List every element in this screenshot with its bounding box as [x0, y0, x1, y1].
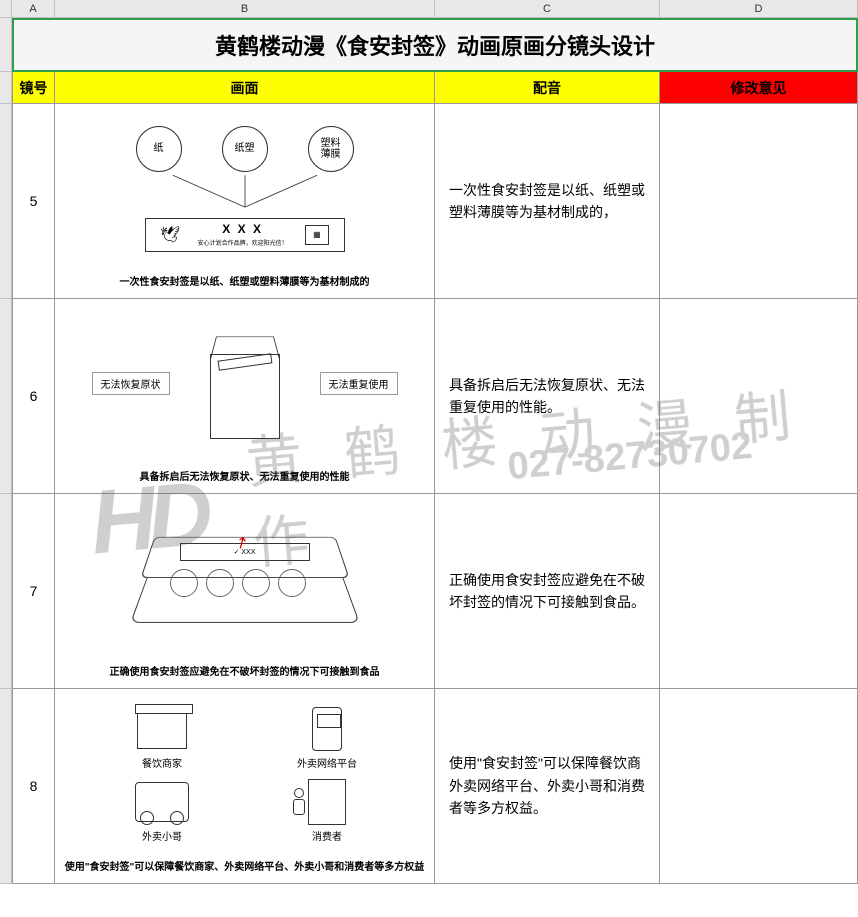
connector-lines-icon	[136, 172, 354, 212]
col-header-b[interactable]: B	[55, 0, 435, 18]
stakeholder-consumer: 消费者	[270, 778, 385, 843]
feedback-cell[interactable]	[660, 494, 858, 689]
stakeholder-courier: 外卖小哥	[105, 778, 220, 843]
stakeholder-platform: 外卖网络平台	[270, 705, 385, 770]
header-voiceover[interactable]: 配音	[435, 72, 660, 104]
header-picture[interactable]: 画面	[55, 72, 435, 104]
stakeholder-label: 外卖网络平台	[297, 755, 357, 770]
shot-number[interactable]: 8	[12, 689, 55, 884]
circle-paper-plastic: 纸塑	[222, 126, 268, 172]
col-header-d[interactable]: D	[660, 0, 858, 18]
col-header-a[interactable]: A	[12, 0, 55, 18]
seal-strip: 🕊 X X X 安心计划合作品牌，欢迎阳光信！ ▦	[145, 218, 345, 252]
picture-cell[interactable]: ✓ XXX ↗ 正确使用食安封签应避免在不破坏封签的情况下可接触到食品	[55, 494, 435, 689]
qr-icon: ▦	[305, 225, 329, 245]
voiceover-cell[interactable]: 使用"食安封签"可以保障餐饮商外卖网络平台、外卖小哥和消费者等多方权益。	[435, 689, 660, 884]
door-icon	[308, 779, 346, 825]
title-row: 黄鹤楼动漫《食安封签》动画原画分镜头设计	[0, 18, 858, 72]
diagram-stakeholders: 餐饮商家 外卖网络平台	[59, 693, 430, 854]
picture-cell[interactable]: 纸 纸塑 塑料 薄膜 🕊 X X	[55, 104, 435, 299]
diagram-bag: 无法恢复原状 无法重复使用	[59, 303, 430, 464]
label-no-restore: 无法恢复原状	[92, 372, 170, 395]
picture-cell[interactable]: 餐饮商家 外卖网络平台	[55, 689, 435, 884]
stakeholder-label: 消费者	[312, 828, 342, 843]
strip-subtext: 安心计划合作品牌，欢迎阳光信！	[198, 238, 288, 247]
corner-cell[interactable]	[0, 0, 12, 18]
food-items	[170, 569, 306, 597]
feedback-cell[interactable]	[660, 689, 858, 884]
voiceover-cell[interactable]: 正确使用食安封签应避免在不破坏封签的情况下可接触到食品。	[435, 494, 660, 689]
diagram-materials: 纸 纸塑 塑料 薄膜 🕊 X X	[59, 108, 430, 269]
store-icon	[137, 709, 187, 749]
header-feedback[interactable]: 修改意见	[660, 72, 858, 104]
feedback-cell[interactable]	[660, 104, 858, 299]
voiceover-cell[interactable]: 具备拆启后无法恢复原状、无法重复使用的性能。	[435, 299, 660, 494]
rider-icon	[135, 782, 189, 822]
stakeholder-merchant: 餐饮商家	[105, 705, 220, 770]
spreadsheet: A B C D 黄鹤楼动漫《食安封签》动画原画分镜头设计 镜号 画面 配音 修改…	[0, 0, 858, 884]
column-headers: A B C D	[0, 0, 858, 18]
bag-illustration	[200, 329, 290, 439]
header-row: 镜号 画面 配音 修改意见	[0, 72, 858, 104]
table-row: 7 ✓ XXX ↗	[0, 494, 858, 689]
row-number[interactable]	[0, 494, 12, 689]
row-number[interactable]	[0, 689, 12, 884]
grid-body: 黄鹤楼动漫《食安封签》动画原画分镜头设计 镜号 画面 配音 修改意见 5 纸 纸…	[0, 18, 858, 884]
table-row: 6 无法恢复原状 无法重复使用 具备拆启后无法恢复原状、无法重复使用的性能	[0, 299, 858, 494]
row-number[interactable]	[0, 72, 12, 104]
diagram-caption: 使用"食安封签"可以保障餐饮商家、外卖网络平台、外卖小哥和消费者等多方权益	[65, 854, 424, 879]
title-cell[interactable]: 黄鹤楼动漫《食安封签》动画原画分镜头设计	[12, 18, 858, 72]
shot-number[interactable]: 6	[12, 299, 55, 494]
header-shot[interactable]: 镜号	[12, 72, 55, 104]
diagram-caption: 正确使用食安封签应避免在不破坏封签的情况下可接触到食品	[110, 659, 380, 684]
shot-number[interactable]: 7	[12, 494, 55, 689]
shot-number[interactable]: 5	[12, 104, 55, 299]
diagram-caption: 具备拆启后无法恢复原状、无法重复使用的性能	[140, 464, 350, 489]
phone-icon	[312, 707, 342, 751]
circle-plastic-film: 塑料 薄膜	[308, 126, 354, 172]
feedback-cell[interactable]	[660, 299, 858, 494]
bird-icon: 🕊	[160, 225, 180, 245]
label-no-reuse: 无法重复使用	[320, 372, 398, 395]
table-row: 8 餐饮商家 外卖网络平台	[0, 689, 858, 884]
diagram-caption: 一次性食安封签是以纸、纸塑或塑料薄膜等为基材制成的	[120, 269, 370, 294]
person-icon	[291, 788, 307, 818]
row-number[interactable]	[0, 299, 12, 494]
row-number[interactable]	[0, 104, 12, 299]
circle-paper: 纸	[136, 126, 182, 172]
stakeholder-label: 外卖小哥	[142, 828, 182, 843]
diagram-tray: ✓ XXX ↗	[59, 498, 430, 659]
picture-cell[interactable]: 无法恢复原状 无法重复使用 具备拆启后无法恢复原状、无法重复使用的性能	[55, 299, 435, 494]
row-number[interactable]	[0, 18, 12, 72]
stakeholder-label: 餐饮商家	[142, 755, 182, 770]
strip-text: X X X	[198, 222, 288, 236]
voiceover-cell[interactable]: 一次性食安封签是以纸、纸塑或塑料薄膜等为基材制成的，	[435, 104, 660, 299]
table-row: 5 纸 纸塑 塑料 薄膜	[0, 104, 858, 299]
col-header-c[interactable]: C	[435, 0, 660, 18]
